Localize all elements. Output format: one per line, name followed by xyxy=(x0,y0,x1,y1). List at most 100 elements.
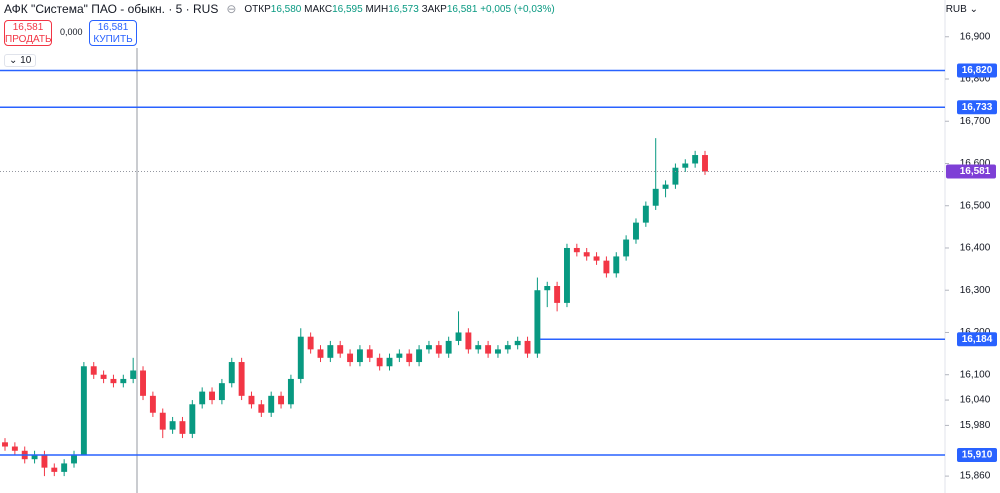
value: 10 xyxy=(20,55,32,66)
candle-body xyxy=(130,370,137,379)
separator-icon[interactable]: ⊖ xyxy=(226,2,237,16)
last-price-label: 16,581 xyxy=(960,166,991,177)
y-tick-label: 16,400 xyxy=(960,243,991,254)
candle-body xyxy=(120,378,127,384)
candle-body xyxy=(238,362,245,396)
candle-body xyxy=(416,349,423,363)
value: 16,581 xyxy=(446,3,478,15)
candle-body xyxy=(682,163,689,168)
value: 16,573 xyxy=(388,3,419,15)
level-box xyxy=(957,447,997,462)
y-tick-label: 16,800 xyxy=(960,74,991,85)
candle-body xyxy=(228,362,235,384)
y-tick-label: 16,040 xyxy=(960,395,991,406)
volume-toggle[interactable]: ⌄ 10 xyxy=(4,54,37,67)
candle-body xyxy=(169,421,176,430)
level-label: 16,733 xyxy=(962,102,993,113)
level-label: 16,820 xyxy=(962,65,993,76)
level-label: 15,910 xyxy=(962,450,993,461)
candle-body xyxy=(386,357,393,367)
candle-body xyxy=(258,404,265,413)
candle-body xyxy=(652,188,659,206)
candle-body xyxy=(613,256,620,274)
candle-body xyxy=(337,345,344,354)
candle-body xyxy=(51,467,58,472)
candle-body xyxy=(593,256,600,261)
candle-body xyxy=(406,353,413,363)
candle-body xyxy=(544,285,551,291)
label: ОТКР xyxy=(244,3,271,15)
candle-body xyxy=(514,340,521,346)
candle-body xyxy=(396,353,403,358)
candle-body xyxy=(80,366,87,455)
price: 16,581 xyxy=(12,22,44,33)
candle-body xyxy=(297,336,304,379)
candle-body xyxy=(110,378,117,384)
candle-body xyxy=(287,378,294,405)
sell-button[interactable]: 16,581 ПРОДАТЬ xyxy=(4,20,52,46)
level-box xyxy=(957,63,997,78)
candle-body xyxy=(425,345,432,350)
candle-body xyxy=(435,345,442,354)
candle-body xyxy=(534,290,541,354)
last-price-box xyxy=(946,164,996,179)
candle-body xyxy=(564,247,570,303)
candle-body xyxy=(41,454,48,468)
candle-body xyxy=(31,454,38,460)
candle-body xyxy=(189,404,196,434)
candle-body xyxy=(317,349,324,358)
candle-body xyxy=(485,345,492,354)
candle-body xyxy=(692,155,699,164)
candle-body xyxy=(90,366,97,375)
candle-body xyxy=(278,395,285,405)
candle-body xyxy=(61,463,68,472)
candle-body xyxy=(376,357,383,367)
candle-body xyxy=(554,285,561,303)
candle-body xyxy=(455,332,462,341)
candle-body xyxy=(2,442,8,447)
candle-body xyxy=(524,340,531,354)
candle-body xyxy=(71,454,77,464)
candle-body xyxy=(209,391,215,401)
candle-body xyxy=(475,345,482,350)
candle-body xyxy=(672,167,679,185)
value: RUB xyxy=(945,4,967,15)
y-tick-label: 16,600 xyxy=(960,158,991,169)
y-tick-label: 15,980 xyxy=(960,420,991,431)
currency[interactable]: RUB ⌄ xyxy=(945,4,978,15)
candle-body xyxy=(149,395,156,413)
candle-body xyxy=(603,260,610,274)
y-tick-label: 15,860 xyxy=(960,471,991,482)
candle-body xyxy=(445,340,452,354)
price: 16,581 xyxy=(97,22,129,33)
label: КУПИТЬ xyxy=(93,34,133,45)
candle-body xyxy=(583,252,590,257)
symbol[interactable]: АФК "Система" ПАО - обыкн. · 5 · RUS xyxy=(4,2,219,16)
candle-body xyxy=(11,446,18,451)
candle-body xyxy=(495,349,501,354)
y-tick-label: 16,900 xyxy=(960,31,991,42)
candle-body xyxy=(573,247,580,253)
candle-body xyxy=(633,222,639,240)
spread: 0,000 xyxy=(60,27,83,37)
value: 16,595 xyxy=(332,3,363,15)
level-label: 16,184 xyxy=(962,334,993,345)
candle-body xyxy=(642,205,649,223)
y-tick-label: 16,700 xyxy=(960,116,991,127)
candle-body xyxy=(218,383,225,401)
candle-body xyxy=(356,349,363,363)
level-box xyxy=(957,100,997,115)
candle-body xyxy=(199,391,206,405)
candle-body xyxy=(179,421,186,434)
value: 16,580 xyxy=(270,3,302,15)
candle-body xyxy=(465,332,472,350)
candle-body xyxy=(366,349,373,358)
y-tick-label: 16,100 xyxy=(960,369,991,380)
label: МИН xyxy=(365,3,389,15)
level-box xyxy=(957,332,997,347)
candle-body xyxy=(248,395,255,405)
buy-button[interactable]: 16,581 КУПИТЬ xyxy=(89,20,137,46)
y-tick-label: 16,300 xyxy=(960,285,991,296)
